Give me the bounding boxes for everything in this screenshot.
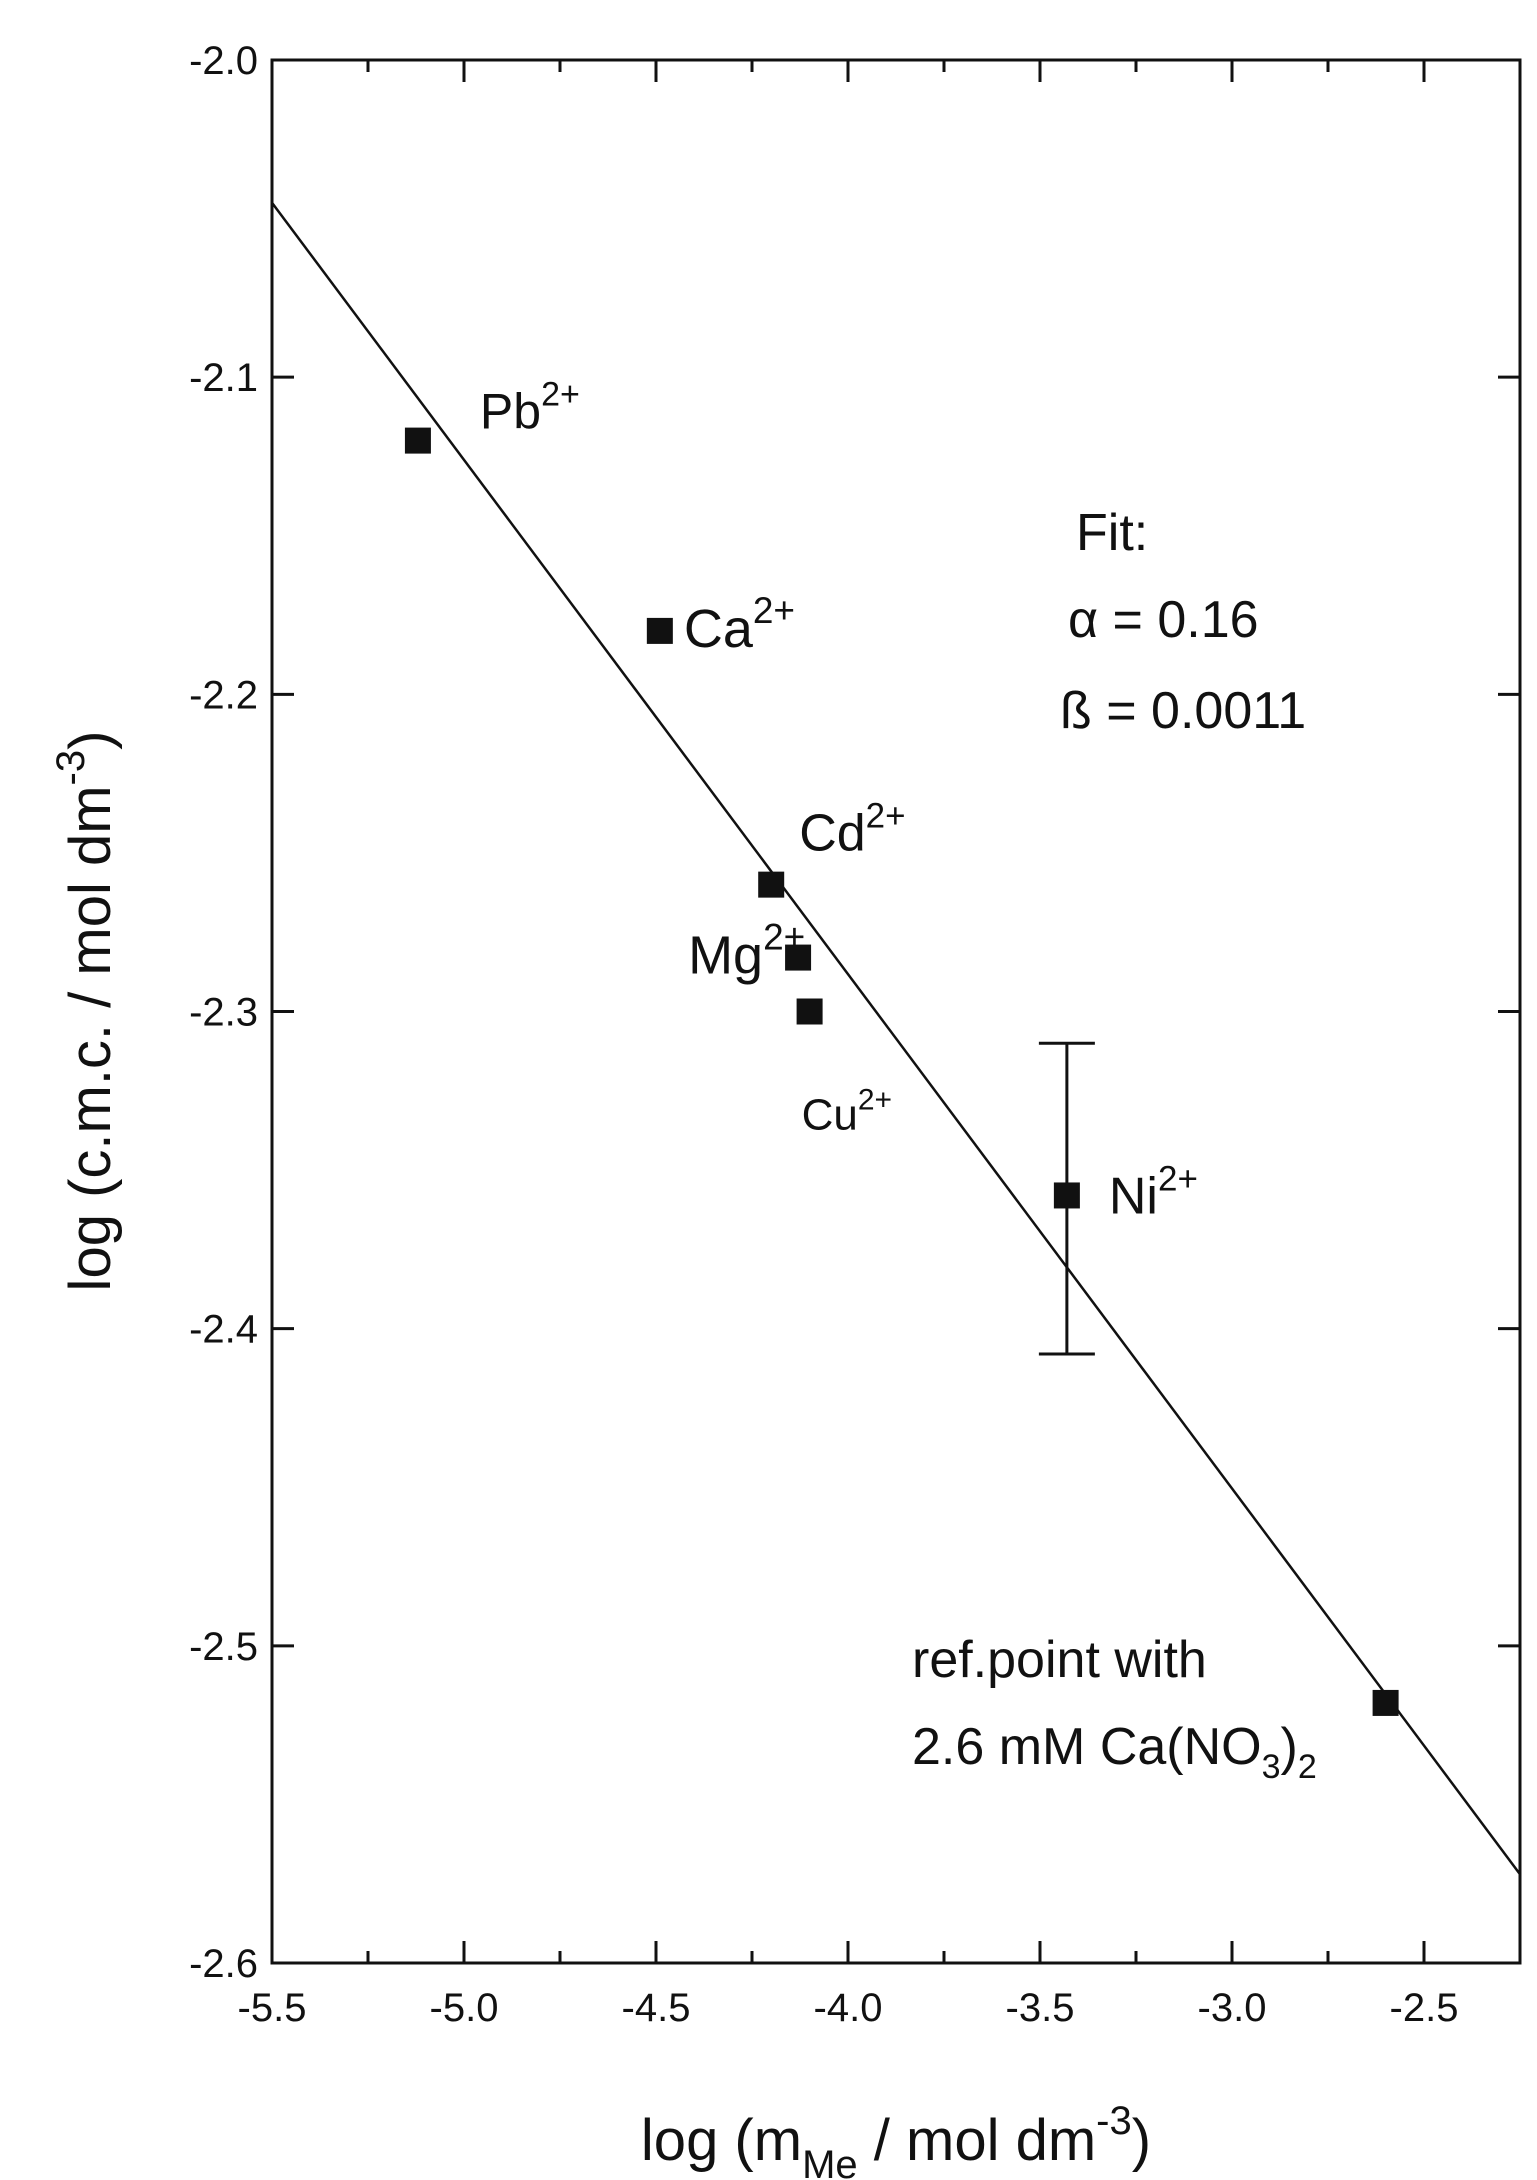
data-points xyxy=(404,427,1399,1716)
data-point-pb xyxy=(404,427,431,454)
ion-charge: 2+ xyxy=(858,1084,892,1117)
ion-label-mg: Mg2+ xyxy=(688,917,805,986)
x-axis-title-prefix: log (m xyxy=(641,2108,802,2173)
ion-labels: Pb2+Ca2+Cd2+Mg2+Cu2+Ni2+ xyxy=(480,376,1198,1226)
y-tick-label: -2.4 xyxy=(189,1308,258,1352)
plot-frame xyxy=(270,58,1522,1965)
x-axis-title: log (mMe / mol dm-3) xyxy=(641,2099,1151,2180)
ion-symbol: Cu xyxy=(802,1091,858,1140)
x-tick-label: -4.0 xyxy=(814,1986,883,2030)
fit-alpha: α = 0.16 xyxy=(1068,591,1259,649)
y-axis-title-suffix: ) xyxy=(58,731,123,750)
y-tick-label: -2.0 xyxy=(189,39,258,83)
ref-note-line1: ref.point with xyxy=(912,1631,1207,1689)
x-tick-label: -5.0 xyxy=(430,1986,499,2030)
ion-charge: 2+ xyxy=(1158,1159,1198,1198)
ion-symbol: Ca xyxy=(684,599,754,659)
fit-title: Fit: xyxy=(1076,504,1148,562)
ion-charge: 2+ xyxy=(541,376,580,414)
ion-symbol: Pb xyxy=(480,384,541,440)
y-axis-title-prefix: log (c.m.c. / mol dm xyxy=(58,785,123,1291)
x-tick-label: -2.5 xyxy=(1390,1986,1459,2030)
ion-label-pb: Pb2+ xyxy=(480,376,580,440)
x-axis-title-suffix: ) xyxy=(1132,2108,1151,2173)
x-axis-title-sup: -3 xyxy=(1096,2099,1132,2143)
data-point-ni xyxy=(1053,1182,1080,1209)
fit-line-group xyxy=(270,201,1522,1875)
ref-note-line2-prefix: 2.6 mM Ca(NO xyxy=(912,1718,1262,1776)
fit-beta: ß = 0.0011 xyxy=(1060,682,1306,740)
ion-symbol: Cd xyxy=(799,805,865,863)
ion-charge: 2+ xyxy=(753,590,795,631)
fit-line xyxy=(270,201,1522,1875)
ion-symbol: Mg xyxy=(688,926,763,986)
ref-note-paren: ) xyxy=(1281,1718,1298,1776)
ref-note-sub1: 3 xyxy=(1262,1748,1281,1786)
y-axis-title: log (c.m.c. / mol dm-3) xyxy=(49,731,123,1292)
ref-note-line2: 2.6 mM Ca(NO3)2 xyxy=(912,1718,1317,1786)
x-axis-title-sub: Me xyxy=(802,2143,858,2180)
x-tick-label: -5.5 xyxy=(238,1986,307,2030)
x-axis-title-middle: / mol dm xyxy=(858,2108,1097,2173)
y-tick-label: -2.5 xyxy=(189,1625,258,1669)
y-tick-label: -2.1 xyxy=(189,356,258,400)
data-point-cd xyxy=(758,871,785,898)
axis-ticks: -5.5 -5.0 -4.5 -4.0 -3.5 -3.0 -2.5 -2.0 -2.1 -2.2… xyxy=(189,39,1520,2030)
y-tick-label: -2.6 xyxy=(189,1942,258,1986)
ion-label-cu: Cu2+ xyxy=(802,1084,892,1140)
data-point-ref xyxy=(1372,1689,1399,1716)
y-tick-label: -2.3 xyxy=(189,991,258,1035)
x-tick-label: -3.5 xyxy=(1006,1986,1075,2030)
x-tick-label: -4.5 xyxy=(622,1986,691,2030)
y-axis-title-sup: -3 xyxy=(49,750,93,786)
data-point-mg xyxy=(785,944,812,971)
data-point-cu xyxy=(796,998,823,1025)
ion-label-ni: Ni2+ xyxy=(1109,1159,1198,1225)
ion-charge: 2+ xyxy=(866,797,906,836)
ion-label-ca: Ca2+ xyxy=(684,590,795,659)
x-tick-label: -3.0 xyxy=(1198,1986,1267,2030)
ion-charge: 2+ xyxy=(763,917,805,958)
ref-note-sub2: 2 xyxy=(1298,1748,1317,1786)
data-point-ca xyxy=(646,617,673,644)
y-tick-label: -2.2 xyxy=(189,673,258,717)
ion-label-cd: Cd2+ xyxy=(799,797,905,863)
ion-symbol: Ni xyxy=(1109,1167,1158,1225)
